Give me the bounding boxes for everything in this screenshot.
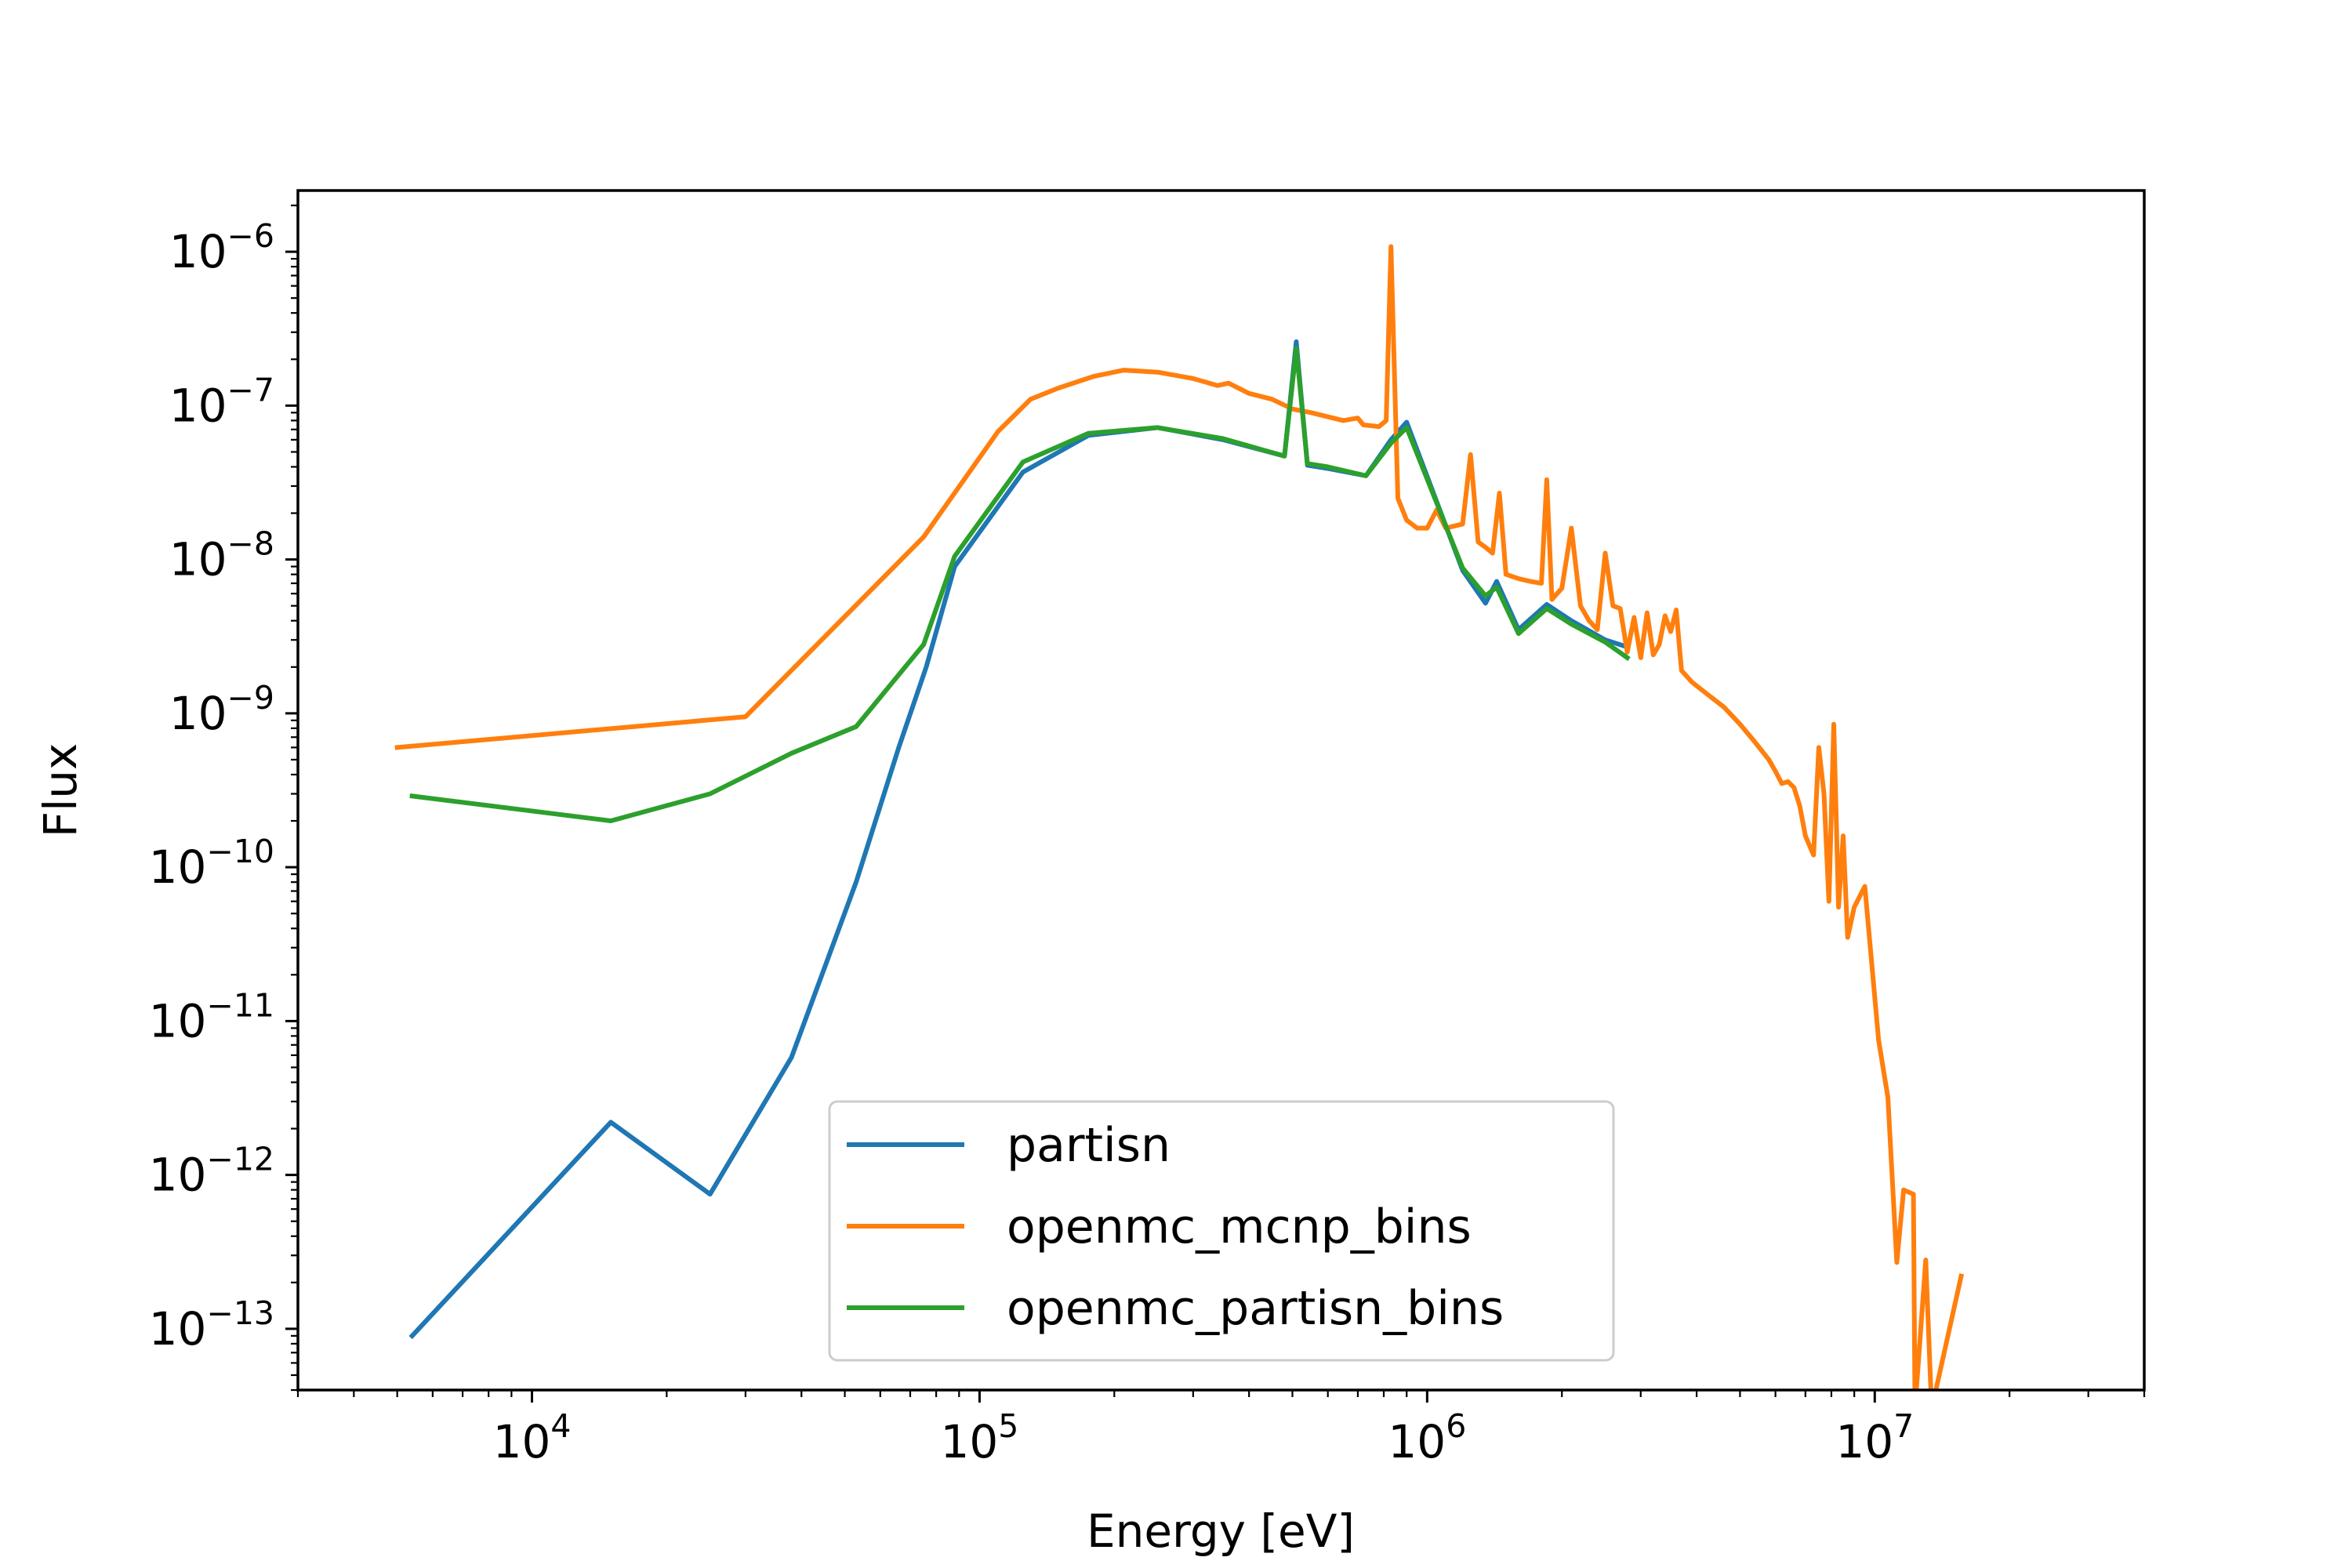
y-tick-label: 10−11 bbox=[149, 986, 274, 1047]
plot-frame bbox=[296, 189, 2146, 1392]
y-tick-label: 10−9 bbox=[169, 679, 274, 740]
x-tick-label: 105 bbox=[940, 1407, 1018, 1468]
x-tick-label: 104 bbox=[493, 1407, 572, 1468]
y-tick-label: 10−8 bbox=[169, 525, 274, 586]
legend: partisn openmc_mcnp_bins openmc_partisn_bi… bbox=[828, 1100, 1615, 1362]
legend-label-openmc_mcnp_bins: openmc_mcnp_bins bbox=[1007, 1200, 1472, 1254]
y-axis-ticks: 10−6 10−7 10−8 10−9 10−10 10−11 10−12 10−13 bbox=[149, 204, 298, 1392]
y-tick-label: 10−13 bbox=[149, 1294, 274, 1356]
y-axis-label: Flux bbox=[34, 743, 87, 838]
x-axis-label: Energy [eV] bbox=[1087, 1504, 1355, 1558]
y-tick-label: 10−7 bbox=[169, 371, 274, 432]
x-tick-label: 106 bbox=[1388, 1407, 1466, 1468]
legend-label-partisn: partisn bbox=[1007, 1118, 1171, 1173]
legend-label-openmc_partisn_bins: openmc_partisn_bins bbox=[1007, 1281, 1504, 1336]
legend-box bbox=[828, 1100, 1615, 1362]
y-tick-label: 10−12 bbox=[149, 1141, 274, 1202]
x-tick-label: 107 bbox=[1835, 1407, 1914, 1468]
series-layer bbox=[394, 244, 1965, 1390]
y-tick-label: 10−10 bbox=[149, 833, 274, 894]
y-tick-label: 10−6 bbox=[169, 217, 274, 278]
series-line-openmc_partisn_bins bbox=[409, 346, 1631, 823]
series-line-openmc_mcnp_bins bbox=[394, 244, 1965, 1390]
x-axis-ticks: 104 105 106 107 bbox=[296, 1390, 2146, 1468]
